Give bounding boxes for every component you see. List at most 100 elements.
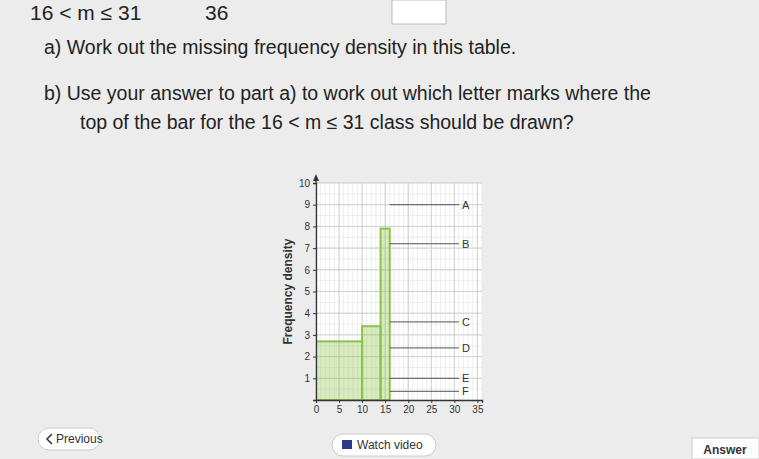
grid-line <box>316 183 482 184</box>
tick: 5 <box>304 286 316 297</box>
button-label[interactable]: Previous <box>56 432 103 446</box>
option-line <box>390 378 459 379</box>
option-line <box>390 204 459 205</box>
tick-label: 4 <box>304 308 310 319</box>
option-label: A <box>462 199 470 211</box>
tick-mark <box>313 226 316 227</box>
option-line <box>390 391 459 392</box>
tick-mark <box>313 292 316 293</box>
option-label: C <box>462 316 470 328</box>
minor-grid-line <box>316 258 482 259</box>
tick: 0 <box>314 400 320 415</box>
tick: 10 <box>357 400 369 415</box>
minor-grid-line <box>316 183 482 184</box>
y-axis-title: Frequency density <box>281 238 295 344</box>
marks <box>316 205 459 400</box>
tick-label: 30 <box>449 404 461 415</box>
tick: 7 <box>304 243 316 254</box>
grid-line <box>316 313 482 314</box>
tick-label: 25 <box>426 404 438 415</box>
grid-line <box>316 204 482 205</box>
tick-mark <box>313 205 316 206</box>
tick-mark <box>313 313 316 314</box>
minor-grid <box>316 183 482 400</box>
tick: 10 <box>299 178 316 189</box>
tick-mark <box>339 400 340 403</box>
plot-background <box>316 183 482 400</box>
option-line <box>390 347 459 348</box>
minor-grid-line <box>316 302 482 303</box>
option-line <box>390 243 459 244</box>
tick-label: 0 <box>314 404 320 415</box>
minor-grid-line <box>316 215 482 216</box>
chart: A B C D EF 0 5 10 15 20 25 30 35 1 2 3 4 5 6 7 8 9 10 Frequency… <box>281 174 484 415</box>
tick-label: 8 <box>304 221 310 232</box>
chevron-icon[interactable] <box>47 434 52 444</box>
tick-label: 5 <box>337 404 343 415</box>
tick: 2 <box>304 351 316 362</box>
y-axis: 1 2 3 4 5 6 7 8 9 10 <box>299 178 317 401</box>
button-label[interactable]: Answer <box>703 443 747 457</box>
tick-label: 35 <box>472 404 484 415</box>
tick-label: 1 <box>304 373 310 384</box>
video-icon[interactable] <box>342 440 352 449</box>
question: b) Use your answer to part a) to work ou… <box>44 82 651 104</box>
tick-mark <box>408 400 409 403</box>
x-axis: 0 5 10 15 20 25 30 35 <box>314 400 484 415</box>
option-label: B <box>462 238 469 250</box>
tick-mark <box>313 270 316 271</box>
tick: 25 <box>426 400 438 415</box>
grid-line <box>316 248 482 249</box>
answer-button[interactable]: Answer <box>692 438 759 459</box>
grid-line <box>316 291 482 292</box>
tick-mark <box>313 335 316 336</box>
tick-mark <box>431 400 432 403</box>
minor-grid-line <box>316 280 482 281</box>
axis-line <box>313 184 317 401</box>
grid-line <box>316 269 482 270</box>
minor-grid-line <box>316 291 482 292</box>
tick-mark <box>454 400 455 403</box>
minor-grid-line <box>316 226 482 227</box>
question: top of the bar for the 16 < m ≤ 31 class… <box>80 111 574 133</box>
tick-label: 5 <box>304 286 310 297</box>
tick-mark <box>477 400 478 403</box>
bar <box>381 229 390 400</box>
minor-grid-line <box>316 334 482 335</box>
grid-line <box>316 226 482 227</box>
option-line <box>390 321 459 322</box>
tick-label: 10 <box>357 404 369 415</box>
tick-label: 15 <box>380 404 392 415</box>
option-label: F <box>462 385 469 397</box>
answer-box <box>392 0 446 24</box>
previous-button[interactable]: Previous <box>38 428 103 450</box>
tick-mark <box>313 248 316 249</box>
option-label: D <box>462 342 470 354</box>
button-bg[interactable] <box>692 438 759 459</box>
tick: 6 <box>304 265 316 276</box>
page: 16 < m ≤ 31 3 6 a) Work out the missing fre… <box>0 0 759 459</box>
grid-line <box>316 334 482 335</box>
tick-label: 10 <box>299 178 311 189</box>
y-axis-extension <box>315 179 316 183</box>
button-label[interactable]: Watch video <box>357 438 423 452</box>
bar <box>362 326 380 400</box>
tick: 15 <box>380 400 392 415</box>
button-bg[interactable] <box>332 434 436 456</box>
tick: 5 <box>337 400 343 415</box>
tick-mark <box>313 357 316 358</box>
tick: 8 <box>304 221 316 232</box>
option-label: E <box>462 372 469 384</box>
tick: 3 <box>304 330 316 341</box>
tick-label: 6 <box>304 265 310 276</box>
minor-grid-line <box>316 237 482 238</box>
watch-video-button[interactable]: Watch video <box>332 434 436 456</box>
question: a) Work out the missing frequency densit… <box>44 36 516 58</box>
tick: 9 <box>304 199 316 210</box>
tick-label: 3 <box>304 330 310 341</box>
header-class: 16 < m ≤ 31 <box>30 1 141 24</box>
minor-grid-line <box>316 248 482 249</box>
tick-mark <box>362 400 363 403</box>
minor-grid-line <box>316 313 482 314</box>
tick: 20 <box>403 400 415 415</box>
